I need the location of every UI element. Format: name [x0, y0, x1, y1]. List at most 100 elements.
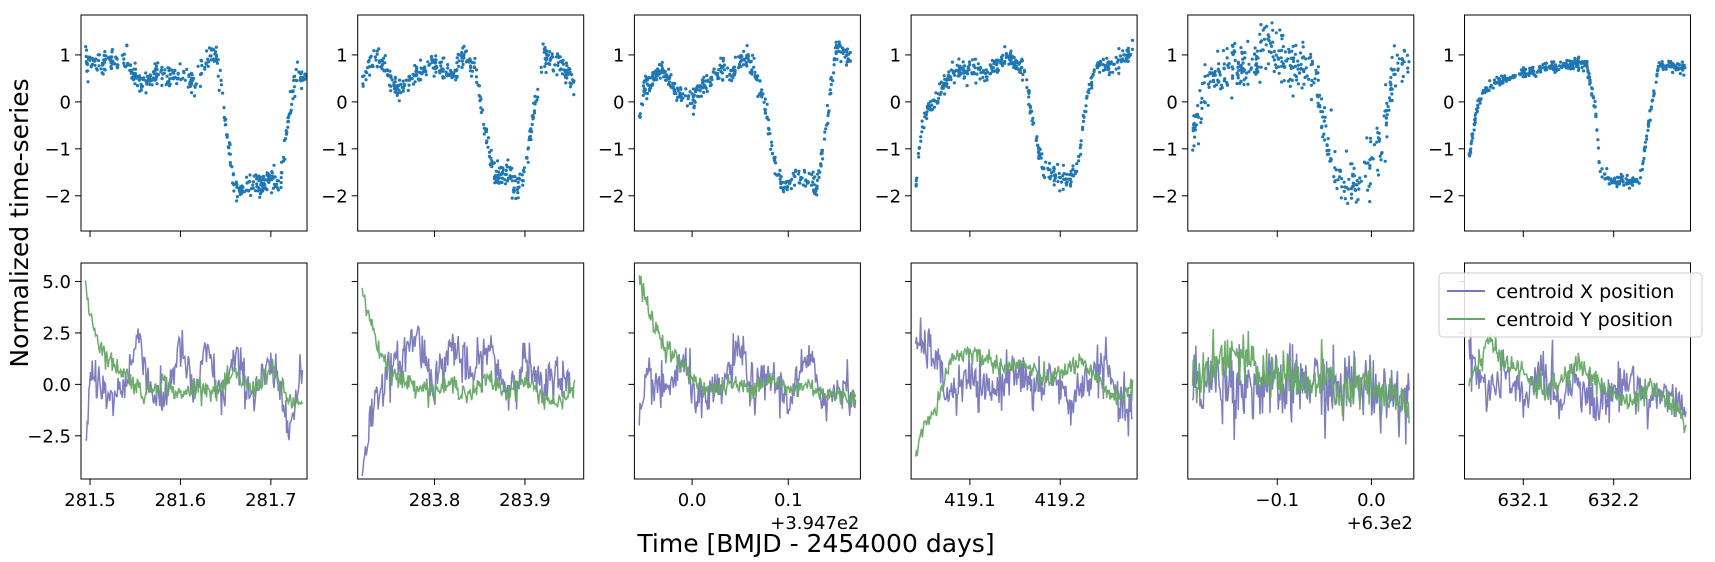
flux-point — [1652, 92, 1656, 96]
flux-point — [966, 65, 970, 69]
flux-point — [294, 67, 298, 72]
flux-point — [427, 63, 431, 67]
flux-point — [647, 83, 651, 88]
flux-point — [1375, 140, 1379, 144]
flux-point — [512, 186, 516, 190]
flux-point — [275, 179, 279, 183]
flux-point — [218, 68, 222, 72]
flux-point — [807, 171, 811, 176]
flux-point — [737, 55, 741, 59]
flux-point — [1022, 68, 1026, 72]
flux-point — [380, 67, 384, 71]
flux-point — [1321, 135, 1325, 139]
flux-point — [824, 127, 828, 131]
flux-point — [1387, 108, 1391, 112]
flux-point — [1324, 124, 1328, 128]
flux-point — [1236, 65, 1240, 69]
flux-point — [1368, 182, 1372, 186]
flux-point — [375, 49, 379, 53]
flux-point — [1004, 52, 1009, 56]
flux-point — [1304, 66, 1308, 70]
flux-point — [406, 88, 410, 93]
flux-point — [950, 60, 955, 64]
flux-point — [656, 67, 660, 71]
flux-point — [255, 182, 259, 186]
flux-point — [770, 151, 775, 155]
flux-point — [122, 52, 126, 56]
flux-point — [200, 59, 204, 63]
flux-point — [1385, 113, 1389, 117]
flux-point — [679, 98, 684, 103]
flux-point — [839, 60, 843, 64]
flux-point — [539, 65, 543, 69]
flux-point — [1570, 59, 1574, 63]
flux-point — [814, 187, 818, 191]
flux-point — [232, 189, 236, 193]
flux-point — [1377, 131, 1381, 135]
flux-point — [662, 71, 666, 75]
flux-point — [390, 78, 394, 82]
flux-point — [1077, 154, 1081, 158]
flux-point — [163, 68, 167, 72]
flux-point — [567, 72, 571, 76]
flux-point — [965, 84, 969, 88]
flux-point — [1225, 83, 1230, 87]
flux-point — [1590, 92, 1594, 96]
flux-point — [97, 64, 101, 68]
flux-point — [279, 170, 283, 175]
flux-point — [1031, 116, 1035, 120]
flux-point — [1314, 71, 1318, 76]
flux-point — [995, 61, 999, 65]
flux-point — [1385, 135, 1389, 139]
y-tick-label: 0 — [1443, 92, 1454, 113]
flux-point — [263, 186, 267, 190]
flux-point — [1580, 65, 1584, 69]
flux-point — [1351, 172, 1355, 176]
flux-point — [1473, 118, 1477, 122]
flux-point — [477, 93, 481, 98]
flux-point — [1576, 64, 1580, 68]
flux-point — [845, 47, 850, 51]
flux-point — [479, 97, 483, 101]
panel-6: −2 −1 0 1 632.1 632.2 — [1428, 14, 1691, 511]
flux-point — [392, 83, 396, 87]
flux-point — [373, 55, 377, 59]
centroid-x-line — [638, 333, 857, 426]
flux-point — [916, 151, 921, 156]
flux-point — [816, 172, 820, 176]
flux-point — [994, 58, 999, 62]
flux-point — [508, 175, 512, 179]
flux-point — [208, 54, 212, 58]
flux-point — [419, 58, 423, 62]
flux-point — [563, 73, 567, 77]
flux-point — [1202, 81, 1206, 85]
flux-point — [1199, 117, 1203, 121]
flux-point — [1379, 158, 1383, 162]
flux-point — [262, 175, 266, 179]
flux-point — [1021, 72, 1025, 77]
flux-point — [1208, 72, 1212, 76]
flux-point — [762, 100, 766, 104]
flux-point — [178, 62, 182, 66]
flux-point — [1389, 86, 1393, 91]
axes-frame — [1187, 262, 1415, 480]
flux-point — [760, 94, 764, 98]
flux-point — [1681, 68, 1685, 72]
y-tick-label: −1 — [44, 139, 71, 160]
y-tick-label: 1 — [60, 45, 71, 66]
flux-point — [564, 61, 569, 65]
flux-point — [1396, 67, 1400, 71]
flux-point — [1193, 135, 1197, 139]
flux-point — [679, 87, 683, 91]
flux-point — [664, 73, 669, 77]
flux-point — [745, 53, 749, 58]
flux-point — [1253, 52, 1257, 56]
y-tick-label: 1 — [613, 45, 624, 66]
flux-point — [1405, 53, 1410, 57]
flux-point — [1240, 50, 1244, 54]
flux-point — [1596, 138, 1600, 142]
flux-point — [1196, 104, 1200, 108]
flux-point — [1564, 64, 1568, 68]
flux-point — [216, 58, 220, 62]
flux-point — [160, 77, 164, 81]
